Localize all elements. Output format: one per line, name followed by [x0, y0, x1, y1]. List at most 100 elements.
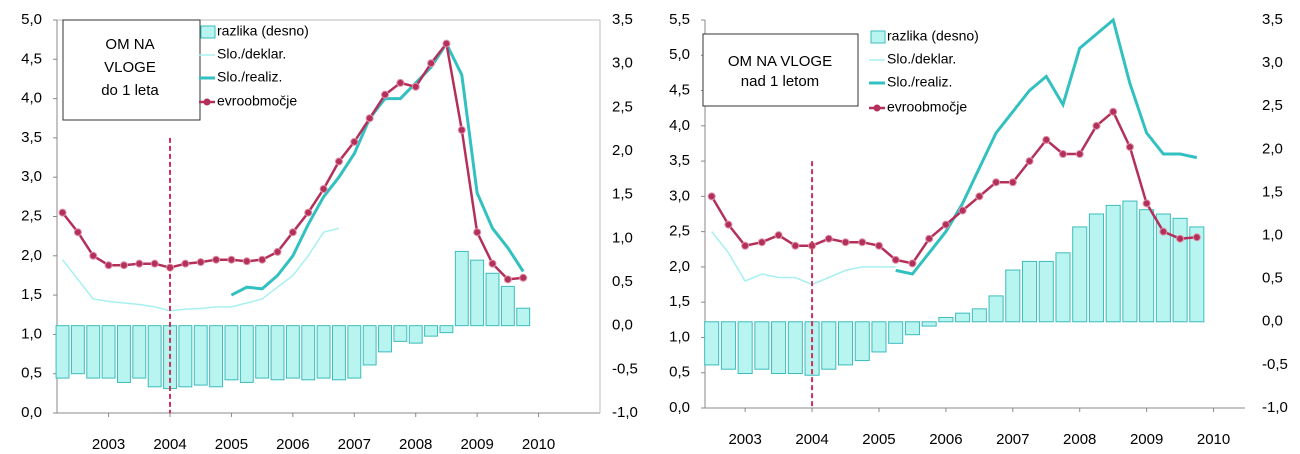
marker [1092, 121, 1101, 130]
marker [958, 206, 967, 215]
x-tick-label: 2003 [92, 436, 125, 453]
bar [1022, 260, 1038, 323]
title-box [702, 33, 859, 107]
y2-tick-label: 2,0 [612, 142, 633, 159]
bar [1105, 204, 1121, 323]
legend-label: Slo./deklar. [217, 46, 286, 62]
bar [301, 325, 316, 381]
marker [1142, 199, 1151, 208]
marker [350, 137, 359, 146]
bar [239, 325, 254, 383]
bar [331, 325, 346, 381]
x-tick-label: 2007 [996, 431, 1029, 448]
y-tick-label: 0,0 [669, 399, 690, 416]
bar [86, 325, 101, 379]
bar [1172, 217, 1188, 323]
y-tick-label: 1,5 [669, 293, 690, 310]
y2-tick-label: 2,5 [1262, 97, 1283, 114]
bar [209, 325, 224, 388]
y-tick-label: 0,5 [669, 364, 690, 381]
y2-tick-label: 2,0 [1262, 140, 1283, 157]
legend-label: Slo./deklar. [887, 51, 956, 67]
bar [955, 312, 971, 323]
marker [1025, 157, 1034, 166]
marker [58, 208, 67, 217]
y-tick-label: 3,5 [21, 129, 42, 146]
y-tick-label: 2,0 [669, 258, 690, 275]
bar [424, 325, 439, 337]
marker [774, 231, 783, 240]
y2-tick-label: 0,5 [1262, 270, 1283, 287]
bar [971, 308, 987, 323]
marker [288, 228, 297, 237]
bar [378, 325, 392, 353]
bar [439, 325, 454, 334]
marker [196, 258, 205, 267]
bar [516, 307, 531, 327]
line [61, 227, 340, 312]
bar [787, 321, 803, 375]
y2-tick-label: -1,0 [612, 404, 638, 421]
bar [500, 285, 515, 327]
y-tick-label: 5,0 [669, 46, 690, 63]
legend-swatch [200, 25, 216, 39]
bar [1038, 260, 1054, 323]
y-tick-label: 2,5 [669, 223, 690, 240]
chart-title: VLOGE [104, 59, 156, 76]
marker [824, 234, 833, 243]
bar [408, 325, 423, 344]
marker [119, 261, 128, 270]
y2-tick-label: 1,5 [612, 186, 633, 203]
y2-tick-label: 0,5 [612, 273, 633, 290]
marker [1192, 233, 1201, 242]
marker [891, 255, 900, 264]
marker [519, 273, 528, 282]
marker [334, 157, 343, 166]
x-tick-label: 2006 [929, 431, 962, 448]
y-tick-label: 1,5 [21, 286, 42, 303]
bar [485, 272, 500, 327]
y2-tick-label: 3,5 [1262, 11, 1283, 28]
marker [1159, 227, 1168, 236]
bar [70, 325, 85, 375]
bar [1072, 226, 1088, 323]
bar [454, 250, 469, 327]
bar [871, 321, 887, 353]
y-tick-label: 1,0 [669, 328, 690, 345]
legend-label: razlika (desno) [217, 23, 309, 39]
marker [992, 178, 1001, 187]
marker [427, 59, 436, 68]
marker [1109, 107, 1118, 116]
bar [1055, 252, 1071, 323]
y2-tick-label: 0,0 [1262, 313, 1283, 330]
bar [362, 325, 377, 366]
legend-marker [203, 98, 211, 106]
bar [470, 259, 485, 327]
y2-tick-label: 3,0 [612, 55, 633, 72]
marker [1042, 135, 1051, 144]
bar [921, 321, 937, 327]
chart-title: OM NA [105, 36, 154, 53]
bar [988, 295, 1004, 323]
legend-label: evroobmočje [887, 99, 967, 115]
marker [212, 255, 221, 264]
bar [1088, 213, 1104, 323]
y-tick-label: 4,0 [669, 117, 690, 134]
marker [874, 241, 883, 250]
x-tick-label: 2004 [795, 431, 828, 448]
marker [304, 208, 313, 217]
bar [888, 321, 904, 344]
y-tick-label: 4,5 [669, 82, 690, 99]
marker [791, 241, 800, 250]
bar [1155, 213, 1171, 323]
bar [754, 321, 770, 370]
x-tick-label: 2006 [276, 436, 309, 453]
marker [227, 255, 236, 264]
bar [347, 325, 362, 379]
title-box [62, 19, 201, 121]
y-tick-label: 3,5 [669, 152, 690, 169]
marker [396, 78, 405, 87]
y2-tick-label: -1,0 [1262, 399, 1288, 416]
legend-label: Slo./realiz. [887, 74, 952, 90]
